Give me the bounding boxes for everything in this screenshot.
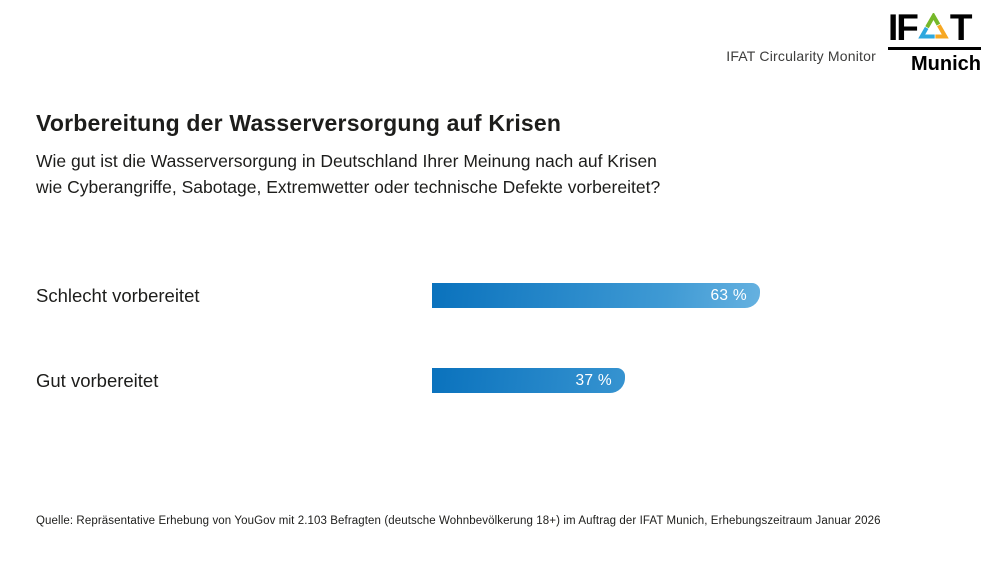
bar-gut-vorbereitet: 37 %	[432, 368, 625, 393]
bar-schlecht-vorbereitet: 63 %	[432, 283, 760, 308]
logo-word-start: IF	[888, 7, 919, 48]
logo-city: Munich	[911, 53, 981, 76]
bar-row-schlecht: Schlecht vorbereitet 63 %	[36, 283, 776, 308]
ifat-munich-logo: IF T Munich	[888, 7, 981, 76]
page-title: Vorbereitung der Wasserversorgung auf Kr…	[36, 110, 562, 136]
bar-chart: Schlecht vorbereitet 63 % Gut vorbereite…	[36, 283, 776, 453]
logo-word-end: T	[949, 7, 973, 48]
source-note: Quelle: Repräsentative Erhebung von YouG…	[36, 515, 881, 527]
value-label: 63 %	[710, 286, 747, 304]
category-label: Schlecht vorbereitet	[36, 284, 200, 306]
logo-wordmark: IF T	[888, 7, 981, 48]
category-label: Gut vorbereitet	[36, 369, 159, 391]
bar-row-gut: Gut vorbereitet 37 %	[36, 368, 776, 393]
value-label: 37 %	[575, 371, 612, 389]
triangle-icon	[918, 13, 949, 39]
survey-question: Wie gut ist die Wasserversorgung in Deut…	[36, 148, 660, 200]
survey-question-line2: wie Cyberangriffe, Sabotage, Extremwette…	[36, 177, 661, 197]
survey-question-line1: Wie gut ist die Wasserversorgung in Deut…	[36, 151, 657, 171]
logo-divider	[888, 47, 981, 51]
monitor-label: IFAT Circularity Monitor	[726, 48, 876, 64]
